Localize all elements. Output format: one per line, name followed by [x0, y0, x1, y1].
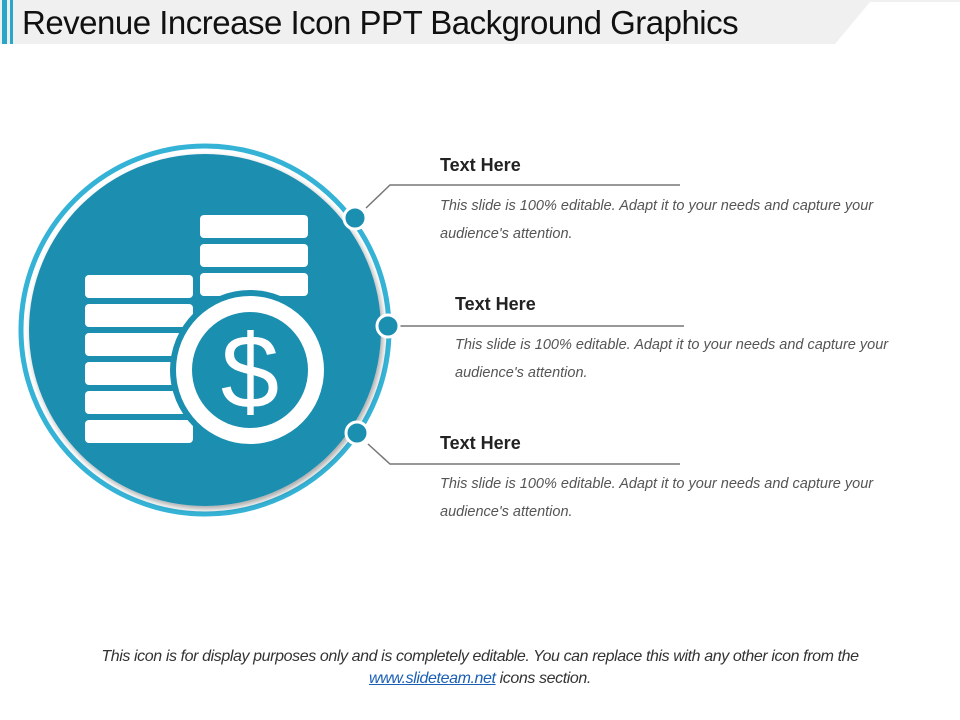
text-block-1: Text Here This slide is 100% editable. A…: [440, 155, 940, 248]
footer-text-end: icons section.: [495, 670, 592, 687]
block-body: This slide is 100% editable. Adapt it to…: [440, 198, 874, 242]
text-block-2: Text Here This slide is 100% editable. A…: [455, 294, 955, 387]
slide-title: Revenue Increase Icon PPT Background Gra…: [22, 4, 739, 41]
text-block-3: Text Here This slide is 100% editable. A…: [440, 433, 940, 526]
block-body: This slide is 100% editable. Adapt it to…: [440, 476, 874, 520]
footer-text: This icon is for display purposes only a…: [101, 648, 859, 665]
footer-note: This icon is for display purposes only a…: [0, 646, 960, 690]
slideteam-link[interactable]: www.slideteam.net: [369, 670, 496, 687]
block-heading: Text Here: [455, 294, 536, 314]
title-bar: Revenue Increase Icon PPT Background Gra…: [0, 0, 960, 44]
block-heading: Text Here: [440, 433, 521, 453]
block-heading: Text Here: [440, 155, 521, 175]
block-body: This slide is 100% editable. Adapt it to…: [455, 337, 889, 381]
connector-dot: [375, 313, 401, 339]
connector-dot: [342, 205, 368, 231]
connector-dot: [344, 420, 370, 446]
dollar-icon: $: [221, 314, 279, 431]
coin-stacks: [85, 215, 308, 443]
